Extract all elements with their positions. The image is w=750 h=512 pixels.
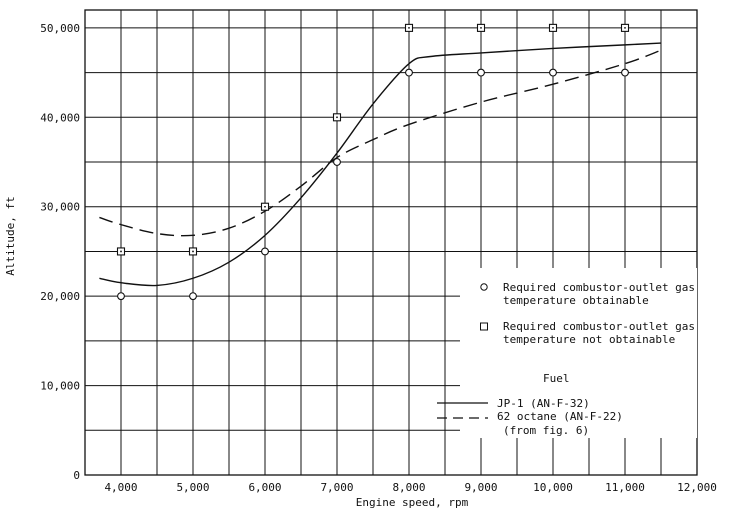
- square-marker-dot: [408, 26, 410, 29]
- legend-circle-marker: [480, 283, 488, 291]
- legend-background: [460, 268, 697, 438]
- y-tick-label: 50,000: [40, 22, 80, 35]
- legend-dashed-label: 62 octane (AN-F-22): [497, 410, 623, 423]
- square-point-not-obtainable: [260, 202, 270, 211]
- y-axis-ticks: 0 10,000 20,000 30,000 40,000 50,000: [40, 22, 80, 482]
- x-tick-label: 4,000: [104, 481, 137, 494]
- circle-point-obtainable: [621, 68, 629, 77]
- circle-point-obtainable: [117, 292, 125, 301]
- y-axis-title: Altitude, ft: [4, 196, 17, 275]
- x-axis-title: Engine speed, rpm: [356, 496, 469, 509]
- x-tick-label: 7,000: [320, 481, 353, 494]
- y-tick-label: 0: [73, 469, 80, 482]
- legend-square-label-line2: temperature not obtainable: [503, 333, 675, 346]
- x-tick-label: 10,000: [533, 481, 573, 494]
- y-tick-label: 40,000: [40, 111, 80, 124]
- square-point-not-obtainable: [404, 23, 414, 32]
- jp1-solid-curve: [99, 42, 662, 287]
- square-point-not-obtainable: [620, 23, 630, 32]
- legend: Required combustor-outlet gas temperatur…: [437, 268, 697, 438]
- square-marker-dot: [120, 250, 122, 253]
- circle-point-obtainable: [405, 68, 413, 77]
- square-point-not-obtainable: [476, 23, 486, 32]
- legend-circle-label-line1: Required combustor-outlet gas: [503, 281, 695, 294]
- square-marker-dot: [264, 205, 266, 208]
- plot-frame: [84, 9, 698, 476]
- square-point-not-obtainable: [548, 23, 558, 32]
- fuel-curves: [99, 42, 662, 287]
- circle-point-obtainable: [333, 158, 341, 166]
- grid-lines: [84, 9, 698, 476]
- square-marker-dot: [192, 250, 194, 253]
- square-point-not-obtainable: [116, 247, 126, 256]
- legend-fuel-heading: Fuel: [543, 372, 570, 385]
- square-marker-dot: [624, 26, 626, 29]
- x-tick-label: 5,000: [176, 481, 209, 494]
- circle-point-obtainable: [477, 68, 485, 77]
- x-tick-label: 12,000: [677, 481, 717, 494]
- data-markers: [116, 23, 630, 301]
- x-axis-ticks: 4,000 5,000 6,000 7,000 8,000 9,000 10,000 11,0…: [104, 481, 716, 494]
- y-tick-label: 30,000: [40, 201, 80, 214]
- square-point-not-obtainable: [188, 247, 198, 256]
- legend-circle-label-line2: temperature obtainable: [503, 294, 649, 307]
- circle-point-obtainable: [549, 68, 557, 77]
- x-tick-label: 8,000: [392, 481, 425, 494]
- square-point-not-obtainable: [332, 113, 342, 122]
- square-marker-dot: [480, 26, 482, 29]
- x-tick-label: 6,000: [248, 481, 281, 494]
- y-tick-label: 20,000: [40, 290, 80, 303]
- circle-point-obtainable: [189, 292, 197, 301]
- square-marker-dot: [552, 26, 554, 29]
- legend-square-label-line1: Required combustor-outlet gas: [503, 320, 695, 333]
- x-tick-label: 9,000: [464, 481, 497, 494]
- legend-solid-label: JP-1 (AN-F-32): [497, 397, 590, 410]
- y-tick-label: 10,000: [40, 380, 80, 393]
- square-marker-dot: [336, 116, 338, 119]
- circle-point-obtainable: [261, 247, 269, 256]
- octane-62-dashed-curve: [99, 49, 662, 237]
- x-tick-label: 11,000: [605, 481, 645, 494]
- legend-square-marker: [480, 322, 488, 331]
- legend-dashed-note: (from fig. 6): [503, 424, 589, 437]
